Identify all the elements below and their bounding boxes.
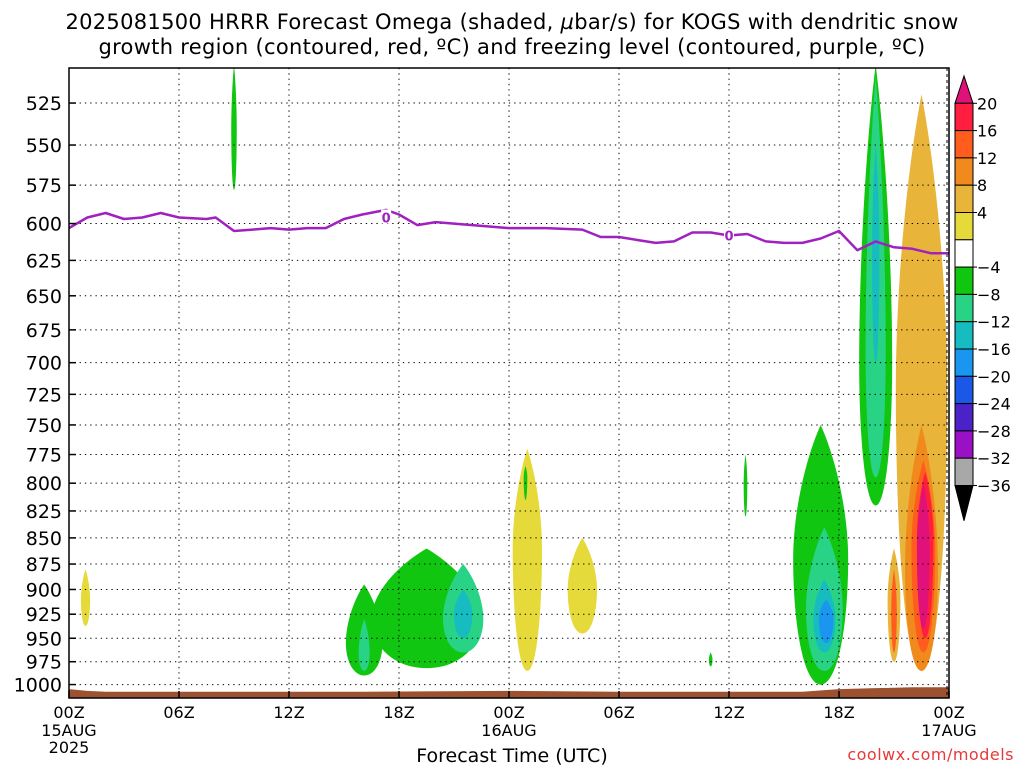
colorbar-label: −28 bbox=[977, 422, 1011, 441]
freezing-level-layer: 00 bbox=[69, 208, 949, 255]
omega-region bbox=[818, 599, 834, 644]
x-tick-label: 00Z bbox=[933, 703, 964, 722]
colorbar-label: 16 bbox=[977, 122, 997, 141]
colorbar-swatch bbox=[954, 184, 974, 213]
y-tick-label: 725 bbox=[26, 384, 62, 406]
colorbar-label: 8 bbox=[977, 176, 987, 195]
omega-region bbox=[358, 619, 370, 671]
y-tick-label: 850 bbox=[26, 528, 62, 550]
freezing-level-label: 0 bbox=[382, 212, 391, 227]
x-tick-sublabel: 2025 bbox=[49, 738, 90, 757]
colorbar-arrow-down bbox=[954, 485, 974, 521]
colorbar-swatch bbox=[954, 293, 974, 323]
colorbar-label: −12 bbox=[977, 313, 1011, 332]
colorbar-label: 20 bbox=[977, 94, 997, 113]
x-axis-title: Forecast Time (UTC) bbox=[416, 745, 608, 767]
plot-area: 00 bbox=[68, 67, 950, 699]
y-tick-label: 525 bbox=[26, 93, 62, 115]
colorbar-label: −8 bbox=[977, 285, 1001, 304]
chart-title-line2: growth region (contoured, red, ºC) and f… bbox=[98, 35, 926, 59]
grid-layer bbox=[69, 68, 949, 698]
colorbar-swatch bbox=[954, 157, 974, 186]
freezing-level-label: 0 bbox=[724, 230, 733, 245]
colorbar-label: −4 bbox=[977, 258, 1001, 277]
y-tick-label: 550 bbox=[26, 135, 62, 157]
colorbar-arrow-up bbox=[954, 74, 974, 104]
y-tick-label: 975 bbox=[26, 652, 62, 674]
colorbar-label: −20 bbox=[977, 367, 1011, 386]
x-tick-label: 06Z bbox=[163, 703, 194, 722]
y-tick-label: 900 bbox=[26, 579, 62, 601]
colorbar-label: −24 bbox=[977, 395, 1011, 414]
y-tick-label: 575 bbox=[26, 175, 62, 197]
colorbar: 20 16 12 8 4 −4 −8 −12 −16 −20 −24 −28 −32 −36 bbox=[954, 74, 1011, 521]
y-tick-label: 775 bbox=[26, 445, 62, 467]
colorbar-label: 4 bbox=[977, 204, 987, 223]
colorbar-swatch bbox=[954, 348, 974, 377]
colorbar-label: −36 bbox=[977, 477, 1011, 496]
omega-region bbox=[231, 68, 237, 190]
x-tick-label: 00Z bbox=[493, 703, 524, 722]
x-tick-label: 12Z bbox=[273, 703, 304, 722]
omega-region bbox=[708, 652, 713, 667]
colorbar-swatch bbox=[954, 130, 974, 159]
y-tick-label: 825 bbox=[26, 501, 62, 523]
omega-region bbox=[872, 145, 880, 363]
omega-region bbox=[891, 569, 897, 653]
colorbar-label: −16 bbox=[977, 340, 1011, 359]
y-tick-label: 1000 bbox=[14, 675, 62, 697]
freezing-label-bg bbox=[724, 227, 734, 242]
y-tick-label: 675 bbox=[26, 320, 62, 342]
x-tick-sublabel: 17AUG bbox=[921, 721, 976, 740]
y-tick-label: 800 bbox=[26, 473, 62, 495]
colorbar-label: 12 bbox=[977, 149, 997, 168]
x-tick-label: 18Z bbox=[823, 703, 854, 722]
colorbar-swatch bbox=[954, 430, 974, 459]
colorbar-swatch bbox=[954, 403, 974, 432]
omega-region bbox=[80, 569, 91, 626]
y-tick-label: 650 bbox=[26, 286, 62, 308]
colorbar-swatch bbox=[954, 375, 974, 405]
x-tick-label: 06Z bbox=[603, 703, 634, 722]
omega-region bbox=[454, 589, 473, 639]
colorbar-swatch bbox=[954, 266, 974, 295]
colorbar-label: −32 bbox=[977, 449, 1011, 468]
freezing-level-line bbox=[69, 208, 949, 255]
colorbar-swatch bbox=[954, 457, 974, 487]
colorbar-swatch bbox=[954, 239, 974, 268]
x-tick-sublabel: 16AUG bbox=[481, 721, 536, 740]
freezing-label-bg bbox=[381, 209, 392, 224]
colorbar-swatch bbox=[954, 102, 974, 132]
omega-shading-layer bbox=[80, 68, 948, 685]
y-tick-label: 950 bbox=[26, 628, 62, 650]
credit-link[interactable]: coolwx.com/models bbox=[847, 745, 1014, 764]
y-tick-label: 700 bbox=[26, 353, 62, 375]
x-tick-sublabel: 15AUG bbox=[41, 721, 96, 740]
chart-title-line1: 2025081500 HRRR Forecast Omega (shaded, … bbox=[65, 10, 959, 34]
x-tick-label: 18Z bbox=[383, 703, 414, 722]
y-axis: 525 550 575 600 625 650 675 700 725 750 775 800 825 8… bbox=[14, 93, 76, 697]
colorbar-swatch bbox=[954, 321, 974, 350]
omega-region bbox=[743, 454, 748, 517]
x-tick-label: 12Z bbox=[713, 703, 744, 722]
omega-region bbox=[567, 537, 597, 634]
x-tick-label: 00Z bbox=[53, 703, 84, 722]
y-tick-label: 600 bbox=[26, 214, 62, 236]
y-tick-label: 925 bbox=[26, 604, 62, 626]
omega-region bbox=[916, 483, 930, 629]
y-tick-label: 750 bbox=[26, 415, 62, 437]
colorbar-swatch bbox=[954, 212, 974, 241]
y-tick-label: 625 bbox=[26, 250, 62, 272]
y-tick-label: 875 bbox=[26, 554, 62, 576]
omega-region bbox=[512, 448, 542, 671]
